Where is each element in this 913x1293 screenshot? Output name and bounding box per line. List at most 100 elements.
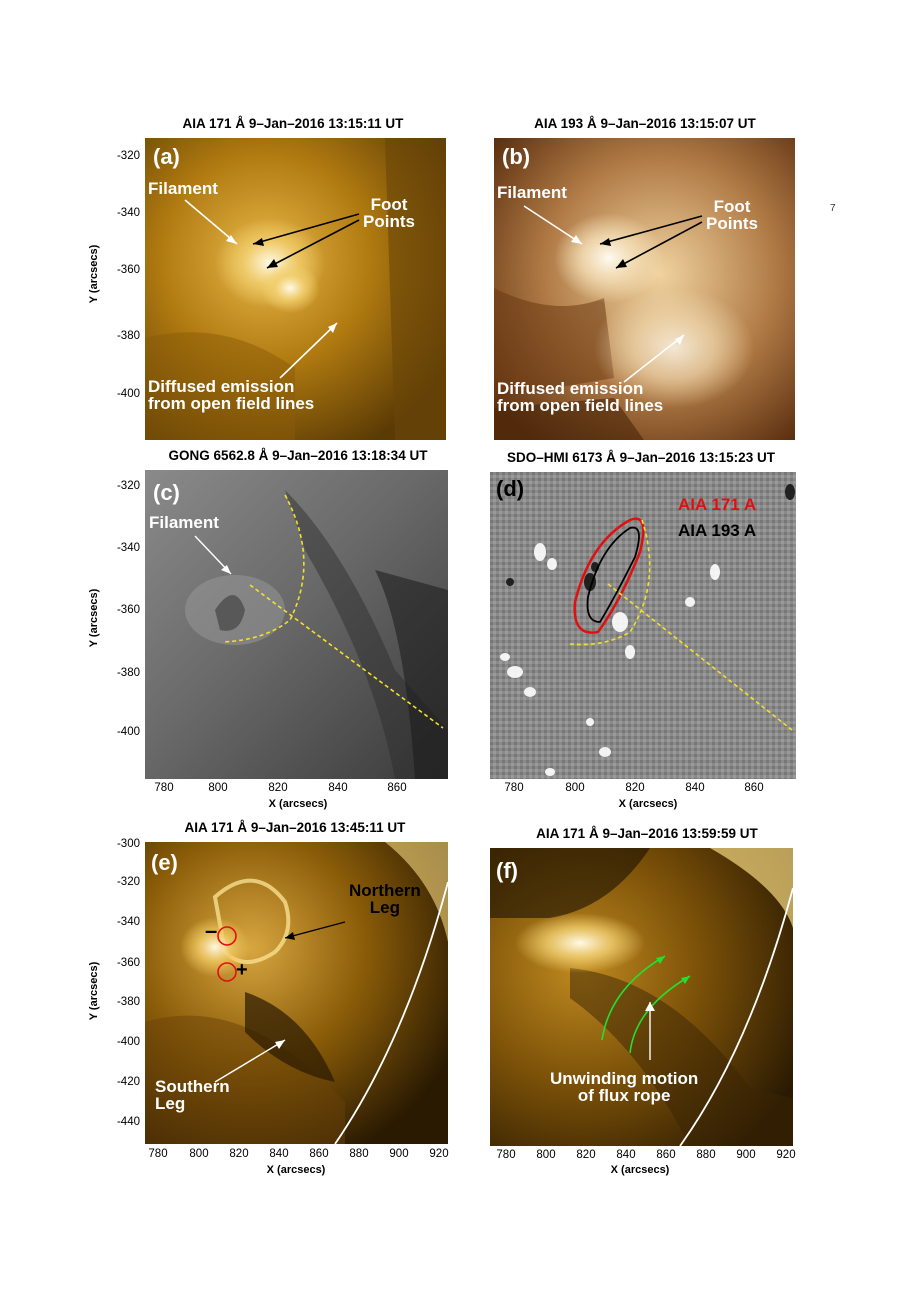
panel-e-xlabel: X (arcsecs) (266, 1164, 326, 1176)
panel-f-xtick: 900 (736, 1149, 756, 1161)
panel-e-ytick: -420 (116, 1076, 140, 1088)
panel-f-xtick: 820 (576, 1149, 596, 1161)
panel-c-xtick: 800 (208, 782, 228, 794)
panel-d-xtick: 800 (565, 782, 585, 794)
panel-c-ytick: -380 (116, 667, 140, 679)
panel-c-image: (c) Filament (145, 470, 448, 779)
panel-e-ytick: -360 (116, 957, 140, 969)
panel-a-ylabel: Y (arcsecs) (88, 244, 100, 304)
panel-d-xtick: 840 (685, 782, 705, 794)
panel-e-plus-sign: + (236, 959, 248, 981)
panel-e-ytick: -440 (116, 1116, 140, 1128)
panel-c-xlabel: X (arcsecs) (268, 798, 328, 810)
panel-e-northern-leg-word: Leg (369, 898, 400, 917)
panel-b-diffused-label: Diffused emission from open field lines (497, 380, 663, 414)
panel-e-xtick: 860 (309, 1148, 329, 1160)
panel-b-foot-word: Foot (713, 197, 751, 216)
panel-e-label: (e) (151, 850, 178, 875)
panel-e-southern-word: Southern (155, 1077, 230, 1096)
panel-e-ytick: -400 (116, 1036, 140, 1048)
panel-e-northern-label: Northern Leg (349, 882, 421, 916)
panel-f-xlabel: X (arcsecs) (610, 1164, 670, 1176)
panel-d-legend-171: AIA 171 A (678, 495, 757, 514)
panel-e-ylabel: Y (arcsecs) (88, 961, 100, 1021)
panel-f-xtick: 800 (536, 1149, 556, 1161)
panel-a-diffused-line1: Diffused emission (148, 377, 295, 396)
panel-f-image: (f) Unwinding motion of flux rope (490, 848, 793, 1146)
panel-f-xtick: 880 (696, 1149, 716, 1161)
panel-f-unwinding-line1: Unwinding motion (550, 1069, 699, 1088)
panel-d-image: (d) AIA 171 A AIA 193 A (490, 472, 796, 779)
panel-a-ytick: -340 (116, 207, 140, 219)
panel-c-ytick: -320 (116, 480, 140, 492)
panel-d-xtick: 780 (504, 782, 524, 794)
panel-e-xtick: 820 (229, 1148, 249, 1160)
stray-mark: 7 (830, 203, 836, 214)
panel-d-legend-193: AIA 193 A (678, 521, 757, 540)
panel-f-xtick: 780 (496, 1149, 516, 1161)
panel-a-image: (a) Filament Foot Points Diffused emissi… (145, 138, 446, 440)
panel-e-xtick: 800 (189, 1148, 209, 1160)
panel-c-ytick: -340 (116, 542, 140, 554)
panel-e-minus-sign: – (205, 918, 218, 943)
panel-d-title: SDO–HMI 6173 Å 9–Jan–2016 13:15:23 UT (507, 450, 775, 465)
panel-c-arrow (194, 535, 232, 575)
panel-b-filament-label: Filament (497, 183, 567, 202)
panel-c-filament-label: Filament (149, 513, 219, 532)
panel-a-diffused-label: Diffused emission from open field lines (148, 378, 314, 412)
panel-c-ytick: -400 (116, 726, 140, 738)
panel-a-filament-label: Filament (148, 179, 218, 198)
panel-c-xtick: 840 (328, 782, 348, 794)
panel-b-points-word: Points (706, 214, 758, 233)
panel-a-diffused-line2: from open field lines (148, 394, 315, 413)
panel-f-unwinding-label: Unwinding motion of flux rope (550, 1070, 698, 1104)
panel-c-title: GONG 6562.8 Å 9–Jan–2016 13:18:34 UT (168, 448, 428, 463)
panel-f-xtick: 860 (656, 1149, 676, 1161)
panel-c-xtick: 820 (268, 782, 288, 794)
panel-f-title: AIA 171 Å 9–Jan–2016 13:59:59 UT (536, 826, 758, 841)
panel-a-arrows (184, 199, 360, 379)
panel-c-label: (c) (153, 480, 180, 505)
panel-a-title: AIA 171 Å 9–Jan–2016 13:15:11 UT (182, 116, 404, 131)
panel-f-label: (f) (496, 858, 518, 883)
panel-e-xtick: 900 (389, 1148, 409, 1160)
panel-d-xtick: 860 (744, 782, 764, 794)
panel-b-diffused-line1: Diffused emission (497, 379, 644, 398)
panel-a-ytick: -380 (116, 330, 140, 342)
panel-b-foot-label: Foot Points (706, 198, 758, 232)
panel-c-xtick: 780 (154, 782, 174, 794)
panel-b-arrows (523, 205, 703, 383)
panel-e-ytick: -320 (116, 876, 140, 888)
panel-e-southern-label: Southern Leg (155, 1078, 230, 1112)
panel-f-xtick: 840 (616, 1149, 636, 1161)
panel-a-ytick: -400 (116, 388, 140, 400)
panel-b-image: (b) Filament Foot Points Diffused emissi… (494, 138, 795, 440)
panel-e-ytick: -340 (116, 916, 140, 928)
panel-a-ytick: -360 (116, 264, 140, 276)
panel-a-points-word: Points (363, 212, 415, 231)
panel-d-xlabel: X (arcsecs) (618, 798, 678, 810)
panel-b-title: AIA 193 Å 9–Jan–2016 13:15:07 UT (534, 116, 756, 131)
panel-e-xtick: 880 (349, 1148, 369, 1160)
panel-b-diffused-line2: from open field lines (497, 396, 664, 415)
panel-e-northern-word: Northern (349, 881, 421, 900)
panel-c-ytick: -360 (116, 604, 140, 616)
panel-f-unwinding-line2: of flux rope (577, 1086, 671, 1105)
panel-e-ytick: -300 (116, 838, 140, 850)
panel-e-southern-leg-word: Leg (155, 1094, 186, 1113)
panel-d-label: (d) (496, 476, 525, 501)
panel-a-ytick: -320 (116, 150, 140, 162)
panel-c-xtick: 860 (387, 782, 407, 794)
panel-d-xtick: 820 (625, 782, 645, 794)
panel-f-xtick: 920 (776, 1149, 796, 1161)
panel-a-label: (a) (153, 144, 180, 169)
panel-e-image: (e) Northern Leg Southern Leg – + (145, 842, 448, 1144)
panel-c-ylabel: Y (arcsecs) (88, 588, 100, 648)
panel-a-foot-label: Foot Points (363, 196, 415, 230)
panel-e-xtick: 780 (148, 1148, 168, 1160)
panel-e-title: AIA 171 Å 9–Jan–2016 13:45:11 UT (184, 820, 406, 835)
panel-e-ytick: -380 (116, 996, 140, 1008)
panel-a-foot-word: Foot (370, 195, 408, 214)
panel-b-label: (b) (502, 144, 531, 169)
panel-e-xtick: 920 (429, 1148, 449, 1160)
